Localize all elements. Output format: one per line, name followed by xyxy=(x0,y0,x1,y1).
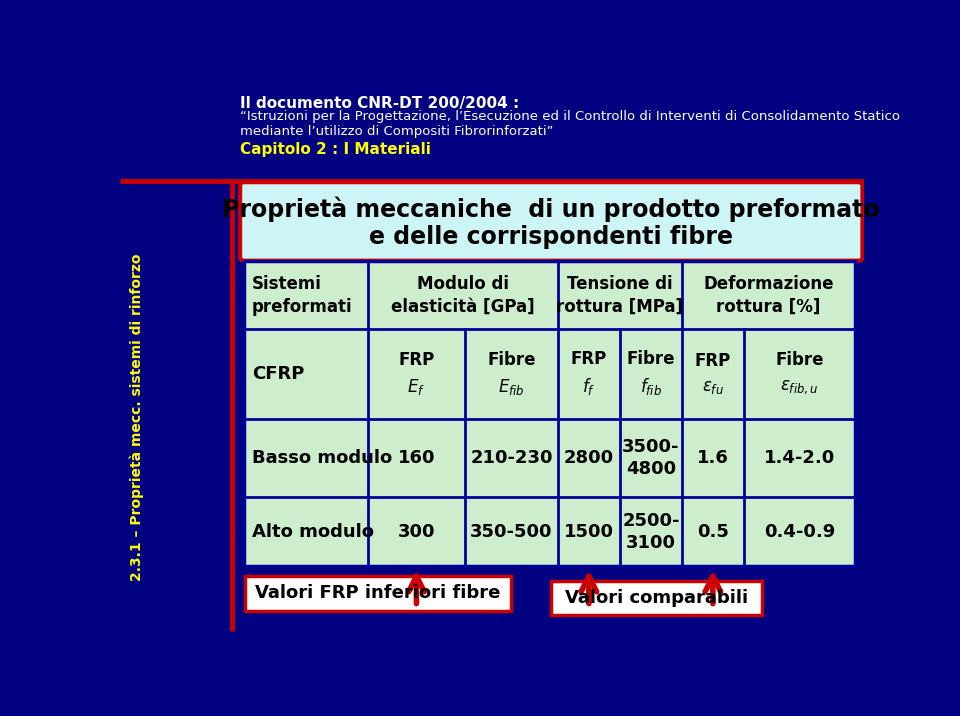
Text: Fibre
$\varepsilon_{fib,u}$: Fibre $\varepsilon_{fib,u}$ xyxy=(775,352,824,397)
FancyBboxPatch shape xyxy=(245,576,512,611)
Text: CFRP: CFRP xyxy=(252,365,304,383)
Text: Sistemi
preformati: Sistemi preformati xyxy=(252,274,352,316)
Bar xyxy=(244,261,854,566)
Text: Valori FRP inferiori fibre: Valori FRP inferiori fibre xyxy=(255,584,501,602)
Text: 1500: 1500 xyxy=(564,523,613,541)
Text: mediante l’utilizzo di Compositi Fibrorinforzati”: mediante l’utilizzo di Compositi Fibrori… xyxy=(240,125,554,138)
Text: Alto modulo: Alto modulo xyxy=(252,523,373,541)
Text: 0.5: 0.5 xyxy=(697,523,729,541)
Text: 3500-
4800: 3500- 4800 xyxy=(622,437,680,478)
Text: FRP
$\varepsilon_{fu}$: FRP $\varepsilon_{fu}$ xyxy=(695,352,731,396)
Text: e delle corrispondenti fibre: e delle corrispondenti fibre xyxy=(370,225,733,249)
Text: Deformazione
rottura [%]: Deformazione rottura [%] xyxy=(703,274,833,316)
Text: 2800: 2800 xyxy=(564,449,614,467)
Text: Valori comparabili: Valori comparabili xyxy=(564,589,748,607)
Text: Modulo di
elasticità [GPa]: Modulo di elasticità [GPa] xyxy=(391,274,535,316)
Text: 160: 160 xyxy=(397,449,435,467)
Text: 0.4-0.9: 0.4-0.9 xyxy=(763,523,835,541)
Text: Proprietà meccaniche  di un prodotto preformato: Proprietà meccaniche di un prodotto pref… xyxy=(223,197,880,222)
FancyBboxPatch shape xyxy=(240,182,862,261)
Text: Capitolo 2 : I Materiali: Capitolo 2 : I Materiali xyxy=(240,142,431,157)
FancyBboxPatch shape xyxy=(551,581,761,615)
Text: Tensione di
rottura [MPa]: Tensione di rottura [MPa] xyxy=(557,274,684,316)
Text: Fibre
$E_{fib}$: Fibre $E_{fib}$ xyxy=(487,351,536,397)
Text: FRP
$E_f$: FRP $E_f$ xyxy=(398,351,435,397)
Text: FRP
$f_f$: FRP $f_f$ xyxy=(571,350,607,397)
Text: “Istruzioni per la Progettazione, l’Esecuzione ed il Controllo di Interventi di : “Istruzioni per la Progettazione, l’Esec… xyxy=(240,110,900,122)
Text: Basso modulo: Basso modulo xyxy=(252,449,392,467)
Text: 300: 300 xyxy=(397,523,435,541)
Text: Fibre
$f_{fib}$: Fibre $f_{fib}$ xyxy=(627,350,675,397)
Text: Il documento CNR-DT 200/2004 :: Il documento CNR-DT 200/2004 : xyxy=(240,96,519,111)
Text: 1.6: 1.6 xyxy=(697,449,729,467)
Text: 2.3.1 – Proprietà mecc. sistemi di rinforzo: 2.3.1 – Proprietà mecc. sistemi di rinfo… xyxy=(130,253,144,581)
Text: 2500-
3100: 2500- 3100 xyxy=(622,512,680,552)
Text: 350-500: 350-500 xyxy=(470,523,553,541)
Text: 1.4-2.0: 1.4-2.0 xyxy=(763,449,835,467)
Text: 210-230: 210-230 xyxy=(470,449,553,467)
